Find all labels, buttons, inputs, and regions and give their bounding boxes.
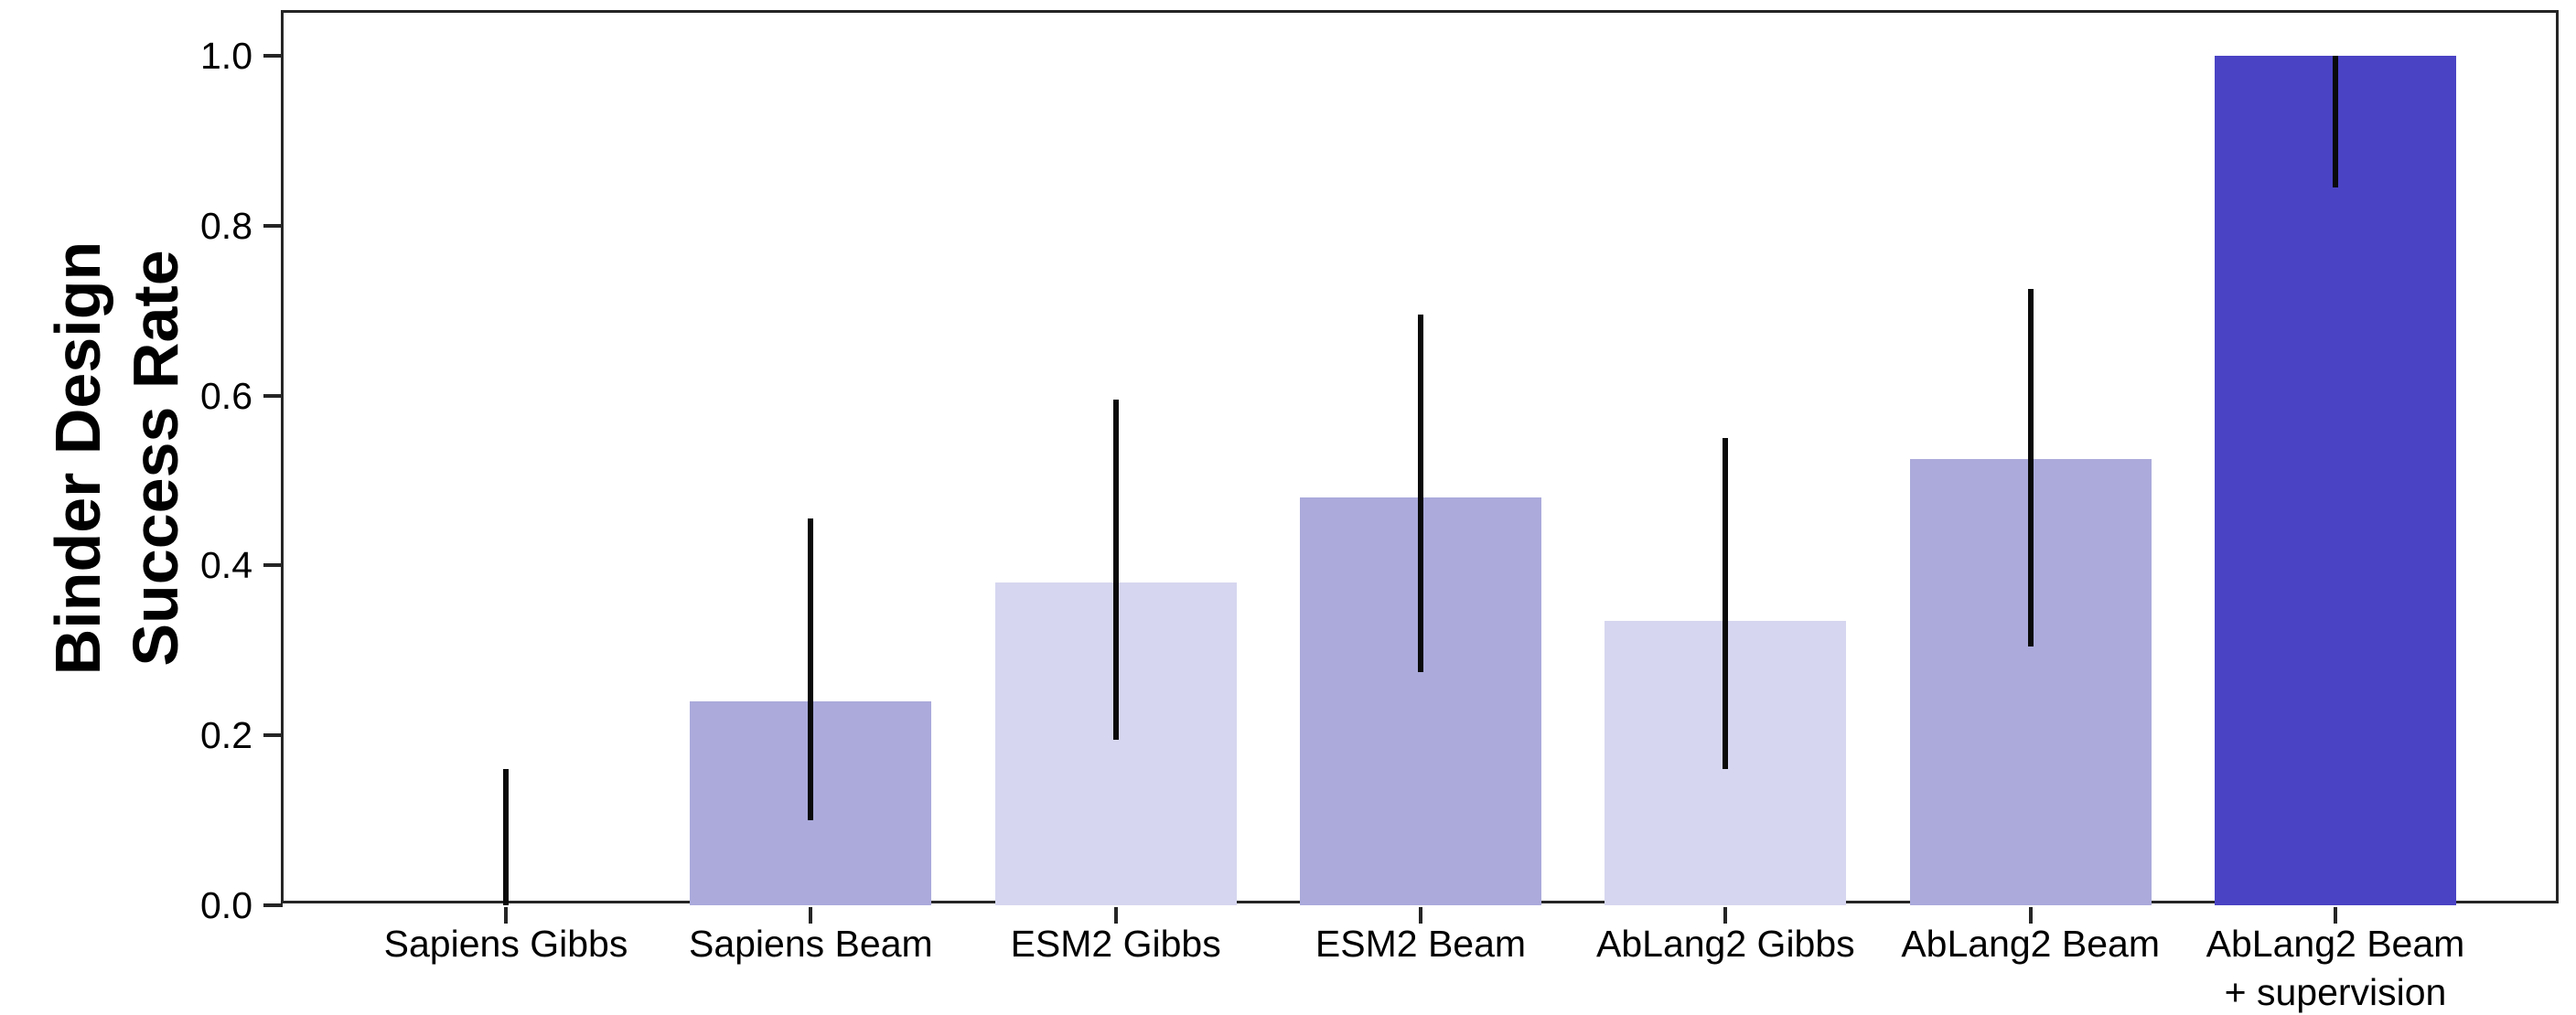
x-tick-label-line: Sapiens Beam bbox=[688, 923, 933, 965]
x-tick-label: AbLang2 Beam + supervision bbox=[2098, 920, 2573, 1015]
x-tick-label-line: AbLang2 Gibbs bbox=[1596, 923, 1855, 965]
error-bar bbox=[503, 769, 509, 905]
x-tick-label-line: AbLang2 Beam bbox=[2206, 923, 2465, 965]
y-tick-mark bbox=[263, 563, 283, 568]
x-tick-label-line: Sapiens Gibbs bbox=[383, 923, 628, 965]
x-tick-label: ESM2 Gibbs bbox=[878, 920, 1354, 968]
error-bar bbox=[2332, 56, 2338, 187]
x-tick-label-line: ESM2 Beam bbox=[1315, 923, 1527, 965]
y-tick-label: 0.8 bbox=[200, 204, 252, 247]
error-bar bbox=[1112, 400, 1119, 740]
x-tick-mark bbox=[1723, 907, 1728, 924]
y-tick-mark bbox=[263, 903, 283, 907]
y-axis-label: Binder Design Success Rate bbox=[39, 230, 195, 687]
y-tick-mark bbox=[263, 54, 283, 58]
x-tick-label: AbLang2 Beam bbox=[1793, 920, 2269, 968]
error-bar bbox=[1723, 438, 1729, 770]
bar-ablang2-beam bbox=[2214, 56, 2456, 905]
x-tick-mark bbox=[2333, 907, 2337, 924]
y-tick-mark bbox=[263, 733, 283, 738]
x-tick-label-line: AbLang2 Beam bbox=[1901, 923, 2160, 965]
y-axis-label-line-2: Success Rate bbox=[120, 250, 191, 667]
x-tick-mark bbox=[1418, 907, 1422, 924]
y-tick-label: 0.0 bbox=[200, 884, 252, 926]
y-tick-mark bbox=[263, 223, 283, 228]
y-tick-mark bbox=[263, 393, 283, 398]
x-tick-label: Sapiens Beam bbox=[573, 920, 1048, 968]
error-bar bbox=[808, 518, 814, 821]
y-tick-label: 0.6 bbox=[200, 374, 252, 417]
x-tick-mark bbox=[1113, 907, 1118, 924]
y-tick-label: 1.0 bbox=[200, 35, 252, 77]
error-bar bbox=[1417, 315, 1423, 672]
x-tick-mark bbox=[504, 907, 508, 924]
y-tick-label: 0.2 bbox=[200, 714, 252, 757]
x-tick-mark bbox=[809, 907, 813, 924]
y-axis-label-line-1: Binder Design bbox=[42, 240, 113, 676]
x-tick-label: ESM2 Beam bbox=[1183, 920, 1658, 968]
x-tick-label-line: ESM2 Gibbs bbox=[1010, 923, 1221, 965]
x-tick-label-line: + supervision bbox=[2224, 971, 2447, 1013]
x-tick-label: AbLang2 Gibbs bbox=[1487, 920, 1963, 968]
x-tick-mark bbox=[2028, 907, 2033, 924]
error-bar bbox=[2027, 289, 2034, 646]
y-tick-label: 0.4 bbox=[200, 544, 252, 587]
x-tick-label: Sapiens Gibbs bbox=[268, 920, 744, 968]
